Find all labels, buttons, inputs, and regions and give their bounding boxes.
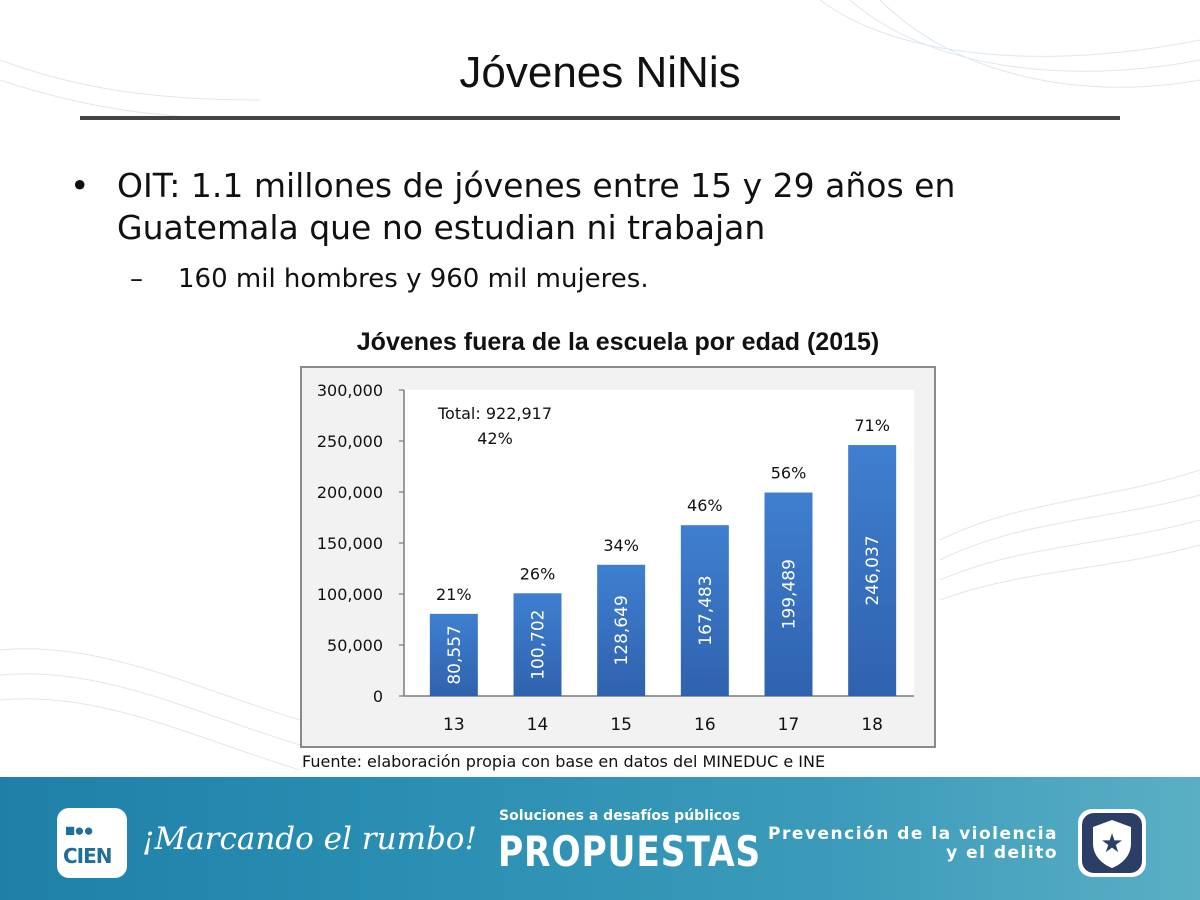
- bar-value-label: 167,483: [696, 575, 716, 645]
- bar-percent-label: 71%: [854, 416, 890, 435]
- bar-percent-label: 26%: [520, 564, 556, 583]
- x-tick-label: 18: [861, 715, 883, 735]
- y-tick-label: 0: [373, 687, 383, 706]
- total-percent-annotation: 42%: [477, 429, 513, 448]
- bar-value-label: 80,557: [445, 625, 465, 684]
- chart-title: Jóvenes fuera de la escuela por edad (20…: [356, 328, 880, 356]
- title-divider: [80, 116, 1120, 120]
- prevencion-line1: Prevención de la violencia: [768, 824, 1058, 844]
- bar: [597, 564, 646, 696]
- bar-value-label: 246,037: [863, 535, 883, 605]
- bar-value-label: 199,489: [780, 559, 800, 629]
- bar-chart: 0 50,000 100,000 150,000 200,000 250,000 300,0…: [300, 366, 936, 748]
- background-waves: [0, 0, 1200, 771]
- bar-percent-label: 34%: [603, 536, 639, 555]
- bar-percent-label: 56%: [771, 464, 807, 483]
- slogan: ¡Marcando el rumbo!: [142, 821, 477, 857]
- sub-bullet-text: 160 mil hombres y 960 mil mujeres.: [178, 264, 649, 294]
- main-bullet-text: OIT: 1.1 millones de jóvenes entre 15 y …: [117, 166, 956, 247]
- x-tick-label: 17: [778, 715, 800, 735]
- bar: [764, 492, 813, 696]
- bar-value-label: 100,702: [529, 609, 549, 679]
- sub-bullet-dash: –: [130, 264, 143, 294]
- source-note: Fuente: elaboración propia con base en d…: [302, 752, 826, 771]
- cien-logo: ■●● CIEN: [57, 808, 127, 878]
- propuestas-subtitle: Soluciones a desafíos públicos: [499, 808, 741, 824]
- bar: [680, 525, 729, 696]
- y-tick-label: 150,000: [317, 534, 383, 553]
- plot-area: [404, 390, 914, 696]
- bar: [513, 593, 562, 696]
- x-tick-label: 15: [610, 715, 632, 735]
- bullet-dot: •: [70, 166, 90, 205]
- y-tick-label: 250,000: [317, 432, 383, 451]
- footer-banner: ■●● CIEN ¡Marcando el rumbo! Soluciones …: [0, 777, 1200, 900]
- y-tick-label: 50,000: [327, 636, 383, 655]
- bar-percent-label: 21%: [436, 585, 472, 604]
- slide-title: Jóvenes NiNis: [459, 48, 741, 97]
- bar-percent-label: 46%: [687, 496, 723, 515]
- y-tick-label: 100,000: [317, 585, 383, 604]
- star-icon: ★: [1100, 829, 1123, 859]
- x-tick-label: 14: [527, 715, 549, 735]
- bar: [848, 445, 897, 696]
- total-annotation: Total: 922,917: [437, 404, 552, 423]
- bar-value-label: 128,649: [612, 595, 632, 665]
- y-tick-label: 200,000: [317, 483, 383, 502]
- prevencion-line2: y el delito: [946, 843, 1058, 863]
- x-tick-label: 16: [694, 715, 716, 735]
- shield-star-icon: ★: [1078, 809, 1146, 877]
- bar: [429, 613, 478, 696]
- x-tick-label: 13: [443, 715, 465, 735]
- cien-logo-dots: ■●●: [65, 821, 94, 840]
- cien-logo-word: CIEN: [63, 844, 113, 868]
- y-tick-label: 300,000: [317, 381, 383, 400]
- propuestas-title: PROPUESTAS: [498, 827, 762, 876]
